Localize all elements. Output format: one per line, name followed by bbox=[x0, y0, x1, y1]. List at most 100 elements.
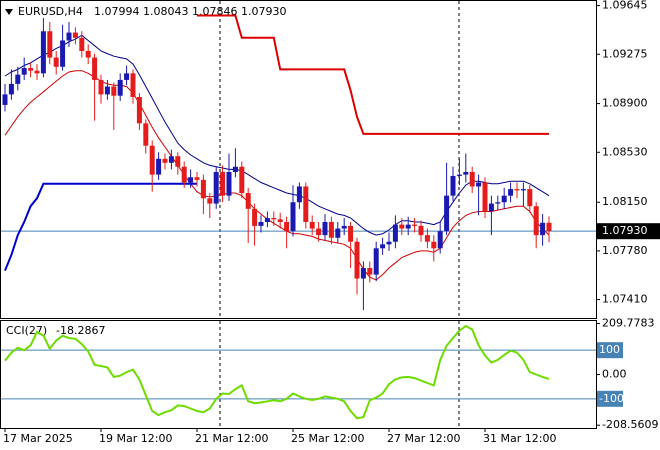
candle-body bbox=[181, 166, 187, 183]
candle-body bbox=[188, 177, 194, 183]
candle-body bbox=[316, 228, 322, 236]
candle-body bbox=[8, 83, 14, 95]
candle-body bbox=[47, 31, 53, 58]
candle-body bbox=[290, 202, 296, 232]
candle-body bbox=[424, 235, 430, 242]
candle-body bbox=[399, 224, 405, 229]
candle-body bbox=[380, 244, 386, 249]
candle-body bbox=[136, 97, 142, 124]
candle-body bbox=[418, 225, 424, 236]
candle-body bbox=[72, 32, 78, 38]
candle-body bbox=[501, 195, 507, 203]
candle-body bbox=[200, 179, 206, 199]
candle-body bbox=[527, 189, 533, 207]
candle-body bbox=[168, 156, 174, 163]
candle-body bbox=[130, 73, 136, 98]
y-tick-label: 1.08150 bbox=[602, 195, 648, 208]
candle-body bbox=[488, 203, 494, 212]
candle-body bbox=[303, 186, 309, 222]
candle-body bbox=[476, 182, 482, 187]
y-tick-label: 1.08900 bbox=[602, 97, 648, 110]
candle-body bbox=[53, 57, 59, 67]
candle-body bbox=[232, 166, 238, 172]
candle-body bbox=[360, 268, 366, 279]
level-label: 100 bbox=[599, 343, 620, 356]
y-tick-label: 1.09645 bbox=[602, 0, 648, 12]
x-tick-label: 27 Mar 12:00 bbox=[387, 432, 460, 445]
cci-panel bbox=[0, 320, 597, 429]
close-value: 1.07930 bbox=[241, 5, 287, 18]
candle-body bbox=[392, 224, 398, 242]
candle-body bbox=[111, 86, 117, 96]
price-tag bbox=[597, 223, 660, 240]
level-tag bbox=[597, 342, 623, 359]
candle-body bbox=[520, 189, 526, 191]
y-tick-label: 1.07410 bbox=[602, 293, 648, 306]
x-tick-label: 17 Mar 2025 bbox=[3, 432, 73, 445]
y-tick-label: 0.00 bbox=[602, 368, 627, 381]
candle-body bbox=[15, 74, 21, 84]
candle-body bbox=[296, 186, 302, 203]
candle-body bbox=[207, 198, 213, 204]
candle-body bbox=[412, 224, 418, 226]
candle-body bbox=[277, 219, 283, 222]
x-tick-label: 31 Mar 12:00 bbox=[483, 432, 556, 445]
cci-value: -18.2867 bbox=[56, 324, 105, 337]
candle-body bbox=[226, 171, 232, 196]
candle-body bbox=[21, 68, 27, 75]
level-tag bbox=[597, 390, 623, 407]
candle-body bbox=[469, 171, 475, 187]
indicator-line bbox=[4, 182, 197, 271]
candle-body bbox=[309, 221, 315, 229]
candle-body bbox=[124, 73, 130, 80]
candle-body bbox=[437, 231, 443, 249]
candle-body bbox=[405, 224, 411, 229]
symbol-menu-icon[interactable] bbox=[5, 9, 13, 15]
main-panel bbox=[0, 0, 597, 319]
candle-body bbox=[162, 158, 168, 163]
candle-body bbox=[98, 79, 104, 95]
candle-body bbox=[450, 175, 456, 196]
candle-body bbox=[258, 221, 264, 226]
candle-body bbox=[456, 174, 462, 176]
candle-body bbox=[117, 79, 123, 96]
x-tick-label: 19 Mar 12:00 bbox=[99, 432, 172, 445]
candle-body bbox=[28, 68, 34, 71]
y-tick-label: 209.7783 bbox=[602, 316, 655, 329]
candle-body bbox=[373, 248, 379, 275]
indicator-line bbox=[197, 14, 549, 135]
x-tick-label: 21 Mar 12:00 bbox=[195, 432, 268, 445]
candle-body bbox=[444, 195, 450, 232]
candle-body bbox=[104, 86, 110, 95]
y-tick-label: -208.5609 bbox=[602, 418, 658, 431]
candle-body bbox=[508, 189, 514, 196]
candle-body bbox=[143, 123, 149, 146]
y-tick-label: 1.08530 bbox=[602, 145, 648, 158]
y-tick-label: 1.07780 bbox=[602, 244, 648, 257]
candle-body bbox=[328, 221, 334, 238]
candle-body bbox=[386, 241, 392, 245]
symbol-label: EURUSD,H4 bbox=[18, 5, 83, 18]
cci-line bbox=[4, 324, 550, 420]
candle-body bbox=[2, 94, 8, 105]
candle-body bbox=[335, 228, 341, 238]
candle-body bbox=[175, 156, 181, 167]
candle-body bbox=[60, 40, 66, 67]
candle-body bbox=[482, 182, 488, 212]
candle-body bbox=[220, 171, 226, 196]
candle-body bbox=[341, 225, 347, 229]
candle-body bbox=[495, 202, 501, 204]
candle-body bbox=[156, 158, 162, 175]
candle-body bbox=[92, 57, 98, 80]
candle-body bbox=[34, 70, 40, 74]
candle-body bbox=[194, 177, 200, 180]
candle-body bbox=[40, 31, 46, 74]
candle-body bbox=[264, 218, 270, 222]
candle-body bbox=[245, 193, 251, 209]
level-label: -100 bbox=[599, 392, 624, 405]
indicator-line bbox=[4, 34, 550, 236]
candle-body bbox=[149, 145, 155, 175]
candle-body bbox=[431, 241, 437, 249]
candle-body bbox=[354, 241, 360, 279]
